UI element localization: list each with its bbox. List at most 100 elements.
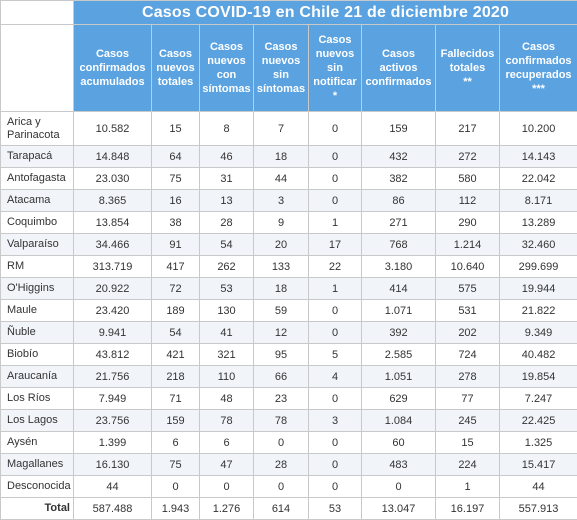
region-cell: O'Higgins [1,278,74,300]
value-cell: 0 [309,454,362,476]
total-value-cell: 13.047 [362,498,436,520]
value-cell: 9.941 [74,322,152,344]
value-cell: 20.922 [74,278,152,300]
value-cell: 19.854 [500,366,577,388]
value-cell: 133 [254,256,309,278]
column-header-word: confirmados [500,54,577,68]
value-cell: 531 [436,300,500,322]
column-header-word: sin [254,68,308,82]
region-cell: Biobío [1,344,74,366]
value-cell: 72 [152,278,200,300]
value-cell: 224 [436,454,500,476]
value-cell: 1.051 [362,366,436,388]
value-cell: 59 [254,300,309,322]
value-cell: 15 [152,112,200,146]
table-title: Casos COVID-19 en Chile 21 de diciembre … [74,1,577,25]
value-cell: 202 [436,322,500,344]
value-cell: 13 [200,190,254,212]
value-cell: 10.200 [500,112,577,146]
value-cell: 218 [152,366,200,388]
value-cell: 14.143 [500,146,577,168]
value-cell: 47 [200,454,254,476]
total-value-cell: 16.197 [436,498,500,520]
value-cell: 77 [436,388,500,410]
column-header-word: recuperados [500,68,577,82]
column-header-word: totales [436,61,499,75]
value-cell: 421 [152,344,200,366]
total-label: Total [1,498,74,520]
value-cell: 724 [436,344,500,366]
column-header-word: notificar [309,75,361,89]
value-cell: 313.719 [74,256,152,278]
value-cell: 34.466 [74,234,152,256]
value-cell: 0 [309,322,362,344]
column-header-word: con [200,68,253,82]
value-cell: 483 [362,454,436,476]
column-header-word: Casos [500,40,577,54]
value-cell: 66 [254,366,309,388]
region-cell: Tarapacá [1,146,74,168]
value-cell: 3 [309,410,362,432]
value-cell: 75 [152,168,200,190]
value-cell: 6 [152,432,200,454]
column-header-word: activos [362,61,435,75]
region-cell: Antofagasta [1,168,74,190]
column-header-word: síntomas [200,82,253,96]
value-cell: 17 [309,234,362,256]
total-value-cell: 614 [254,498,309,520]
value-cell: 290 [436,212,500,234]
total-value-cell: 587.488 [74,498,152,520]
region-cell: Aysén [1,432,74,454]
value-cell: 86 [362,190,436,212]
value-cell: 110 [200,366,254,388]
value-cell: 10.582 [74,112,152,146]
value-cell: 54 [152,322,200,344]
value-cell: 1.071 [362,300,436,322]
value-cell: 9 [254,212,309,234]
value-cell: 18 [254,278,309,300]
total-value-cell: 557.913 [500,498,577,520]
value-cell: 22 [309,256,362,278]
value-cell: 112 [436,190,500,212]
region-cell: Magallanes [1,454,74,476]
value-cell: 189 [152,300,200,322]
value-cell: 0 [309,388,362,410]
value-cell: 32.460 [500,234,577,256]
value-cell: 8.171 [500,190,577,212]
value-cell: 19.944 [500,278,577,300]
value-cell: 271 [362,212,436,234]
region-cell: Desconocida [1,476,74,498]
value-cell: 23.030 [74,168,152,190]
value-cell: 580 [436,168,500,190]
column-header-word: nuevos [309,47,361,61]
value-cell: 43.812 [74,344,152,366]
value-cell: 48 [200,388,254,410]
region-cell: Los Ríos [1,388,74,410]
value-cell: 75 [152,454,200,476]
value-cell: 1 [309,278,362,300]
value-cell: 217 [436,112,500,146]
value-cell: 0 [309,112,362,146]
column-header-word: Casos [152,47,199,61]
value-cell: 8 [200,112,254,146]
value-cell: 16 [152,190,200,212]
value-cell: 0 [309,432,362,454]
value-cell: 1 [309,212,362,234]
value-cell: 7 [254,112,309,146]
value-cell: 53 [200,278,254,300]
title-blank-cell [1,1,74,25]
column-header-word: *** [500,82,577,96]
value-cell: 0 [254,476,309,498]
value-cell: 1.325 [500,432,577,454]
column-header-word: Casos [74,47,151,61]
value-cell: 3.180 [362,256,436,278]
value-cell: 5 [309,344,362,366]
column-header-word: totales [152,75,199,89]
